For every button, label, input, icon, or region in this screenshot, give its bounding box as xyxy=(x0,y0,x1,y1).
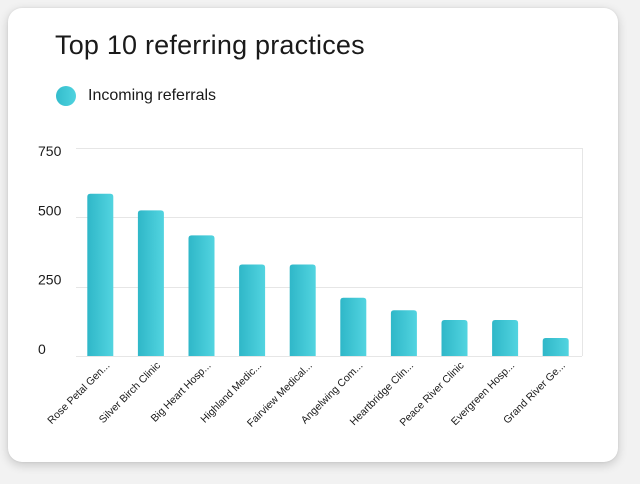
chart-legend[interactable]: Incoming referrals xyxy=(56,85,216,107)
bar-5[interactable] xyxy=(289,264,316,356)
grid-lines xyxy=(76,148,583,357)
legend-label: Incoming referrals xyxy=(88,87,217,104)
y-axis: 0 250 500 750 xyxy=(38,143,62,357)
bars xyxy=(87,193,569,356)
bar-2[interactable] xyxy=(137,210,164,356)
bar-7[interactable] xyxy=(390,310,417,356)
bar-10[interactable] xyxy=(542,337,569,356)
bar-1[interactable] xyxy=(87,193,114,356)
y-tick-label: 500 xyxy=(38,202,62,218)
bar-6[interactable] xyxy=(340,297,367,356)
bar-3[interactable] xyxy=(188,235,215,356)
y-tick-label: 0 xyxy=(38,341,46,357)
chart-title: Top 10 referring practices xyxy=(55,30,365,60)
bar-4[interactable] xyxy=(239,264,266,356)
y-tick-label: 250 xyxy=(38,272,62,288)
bar-8[interactable] xyxy=(441,319,468,356)
y-tick-label: 750 xyxy=(38,143,62,159)
legend-swatch-icon xyxy=(56,86,76,106)
bar-9[interactable] xyxy=(492,319,519,356)
x-axis: Rose Petal Gen...Silver Birch ClinicBig … xyxy=(45,360,567,430)
